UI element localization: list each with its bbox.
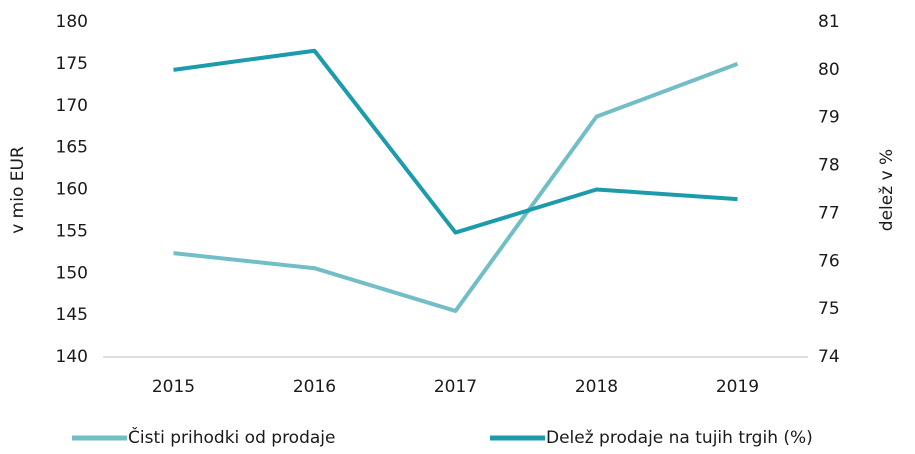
y-tick-label: 170: [56, 96, 88, 116]
legend-label: Čisti prihodki od prodaje: [128, 426, 335, 448]
y2-tick-label: 75: [818, 299, 840, 319]
y-tick-label: 165: [56, 138, 88, 158]
series-line: [173, 62, 739, 313]
x-tick-label: 2017: [434, 377, 477, 397]
x-tick-label: 2019: [716, 377, 759, 397]
y2-tick-label: 74: [818, 347, 840, 367]
y2-tick-label: 80: [818, 60, 840, 80]
y2-tick-label: 78: [818, 156, 840, 176]
y-tick-label: 145: [56, 305, 88, 325]
y-tick-label: 160: [56, 180, 88, 200]
y-tick-label: 140: [56, 347, 88, 367]
y2-axis-title: delež v %: [877, 149, 897, 231]
legend-label: Delež prodaje na tujih trgih (%): [546, 428, 813, 448]
y2-tick-label: 76: [818, 251, 840, 271]
x-tick-label: 2015: [152, 377, 195, 397]
y-tick-label: 150: [56, 263, 88, 283]
y2-tick-label: 81: [818, 12, 840, 32]
series-line: [173, 48, 738, 235]
x-tick-label: 2016: [293, 377, 336, 397]
x-tick-label: 2018: [575, 377, 618, 397]
y-tick-label: 180: [56, 12, 88, 32]
y2-tick-label: 79: [818, 108, 840, 128]
y-tick-label: 155: [56, 221, 88, 241]
y-axis-title: v mio EUR: [8, 146, 28, 234]
y2-tick-label: 77: [818, 203, 840, 223]
y-tick-label: 175: [56, 54, 88, 74]
